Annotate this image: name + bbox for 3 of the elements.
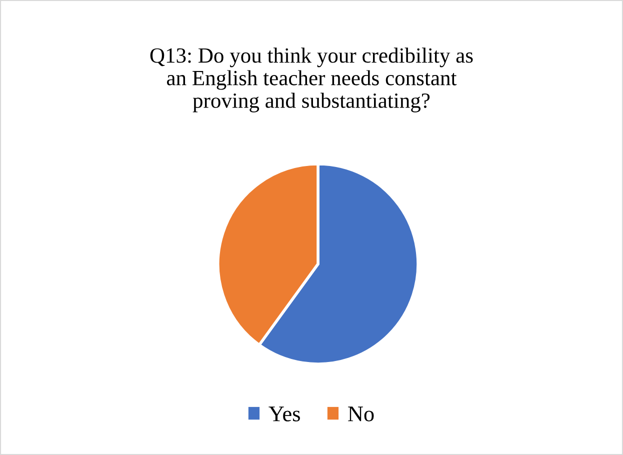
legend-label: No <box>348 406 374 422</box>
legend-label: Yes <box>268 406 300 422</box>
chart-title: Q13: Do you think your credibility as an English teacher needs constant proving and substantiating? <box>150 48 473 112</box>
